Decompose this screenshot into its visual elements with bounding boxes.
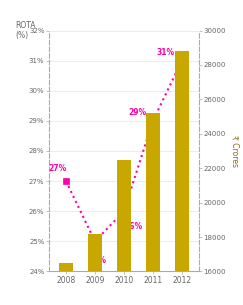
Bar: [146, 113, 160, 305]
Bar: [117, 160, 131, 305]
Text: 31%: 31%: [157, 48, 175, 57]
Text: 25%: 25%: [88, 256, 106, 264]
Text: 27%: 27%: [49, 164, 67, 173]
Text: ROTA
(%): ROTA (%): [16, 21, 36, 40]
Y-axis label: Total Assets
₹ Crores: Total Assets ₹ Crores: [230, 128, 243, 174]
Text: 26%: 26%: [124, 222, 142, 231]
Bar: [59, 263, 73, 305]
Bar: [88, 234, 102, 305]
Text: 29%: 29%: [129, 108, 147, 117]
Bar: [175, 51, 189, 305]
